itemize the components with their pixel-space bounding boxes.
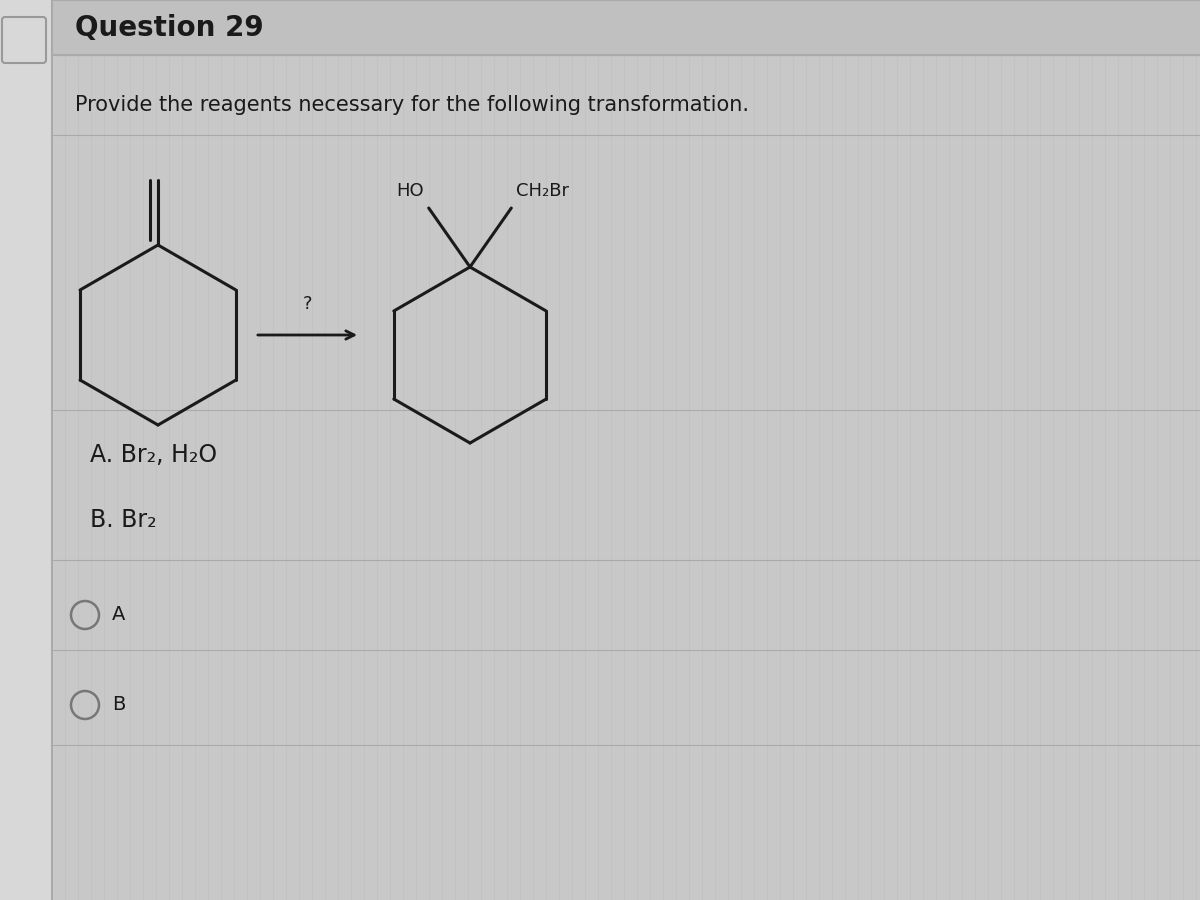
Text: Question 29: Question 29: [74, 14, 264, 42]
Text: Provide the reagents necessary for the following transformation.: Provide the reagents necessary for the f…: [74, 95, 749, 115]
Text: A. Br₂, H₂O: A. Br₂, H₂O: [90, 443, 217, 467]
Text: CH₂Br: CH₂Br: [516, 182, 569, 200]
Bar: [52, 0, 1200, 55]
Text: ?: ?: [302, 295, 312, 313]
Text: HO: HO: [396, 182, 424, 200]
Text: B: B: [112, 696, 125, 715]
Bar: [0, 0, 52, 900]
Text: B. Br₂: B. Br₂: [90, 508, 157, 532]
Text: A: A: [112, 606, 125, 625]
